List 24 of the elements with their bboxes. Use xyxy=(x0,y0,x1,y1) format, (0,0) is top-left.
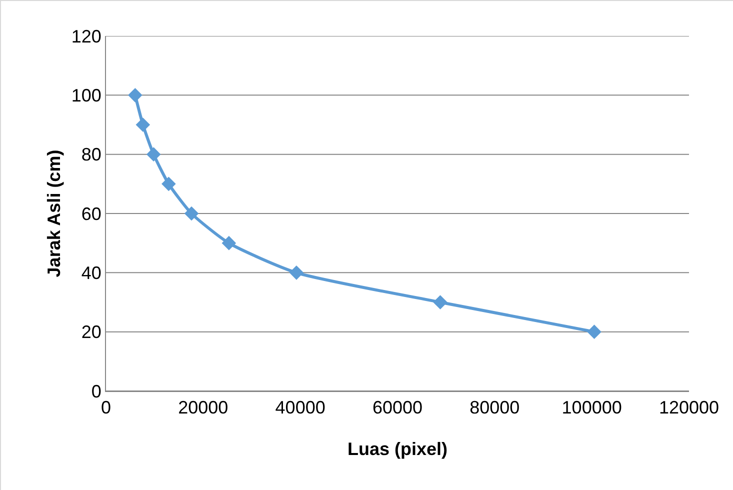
x-tick-label: 100000 xyxy=(562,398,622,418)
point xyxy=(587,324,602,339)
y-axis-title: Jarak Asli (cm) xyxy=(44,150,64,278)
point xyxy=(184,206,199,221)
x-axis-title: Luas (pixel) xyxy=(347,439,448,459)
y-tick-label: 40 xyxy=(81,262,102,283)
x-tick-label: 40000 xyxy=(275,398,326,418)
point xyxy=(433,295,448,310)
point xyxy=(136,118,150,132)
x-tick-label: 120000 xyxy=(658,398,720,418)
x-tick-label: 60000 xyxy=(372,398,423,418)
y-tick-label: 60 xyxy=(81,204,102,224)
x-tick-label: 20000 xyxy=(178,398,228,418)
point xyxy=(128,88,142,102)
x-tick-label: 80000 xyxy=(470,398,520,418)
point xyxy=(222,236,236,250)
point xyxy=(162,176,176,192)
point xyxy=(146,147,161,162)
y-tick-label: 120 xyxy=(71,26,102,46)
y-tick-label: 80 xyxy=(81,144,102,165)
point xyxy=(289,266,304,280)
y-tick-label: 0 xyxy=(91,381,102,402)
y-tick-label: 100 xyxy=(71,85,102,106)
y-tick-label: 20 xyxy=(81,322,102,342)
